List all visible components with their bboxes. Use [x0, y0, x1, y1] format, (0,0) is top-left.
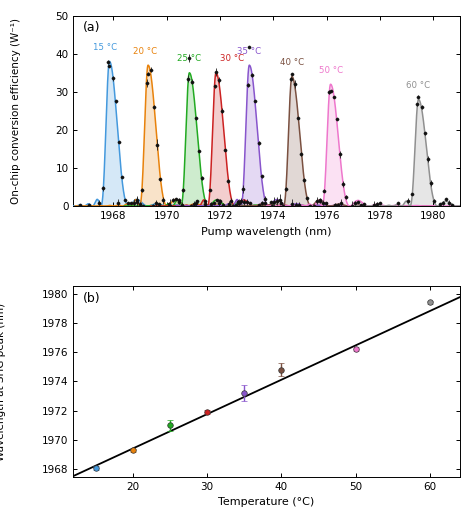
Text: (a): (a) — [83, 21, 100, 34]
Text: 40 °C: 40 °C — [280, 58, 304, 67]
Text: 20 °C: 20 °C — [133, 47, 157, 56]
X-axis label: Temperature (°C): Temperature (°C) — [219, 497, 315, 507]
X-axis label: Pump wavelength (nm): Pump wavelength (nm) — [201, 227, 332, 237]
Text: 60 °C: 60 °C — [406, 81, 430, 90]
Text: 35 °C: 35 °C — [237, 47, 261, 56]
Text: 25 °C: 25 °C — [177, 54, 201, 63]
Text: 50 °C: 50 °C — [319, 66, 343, 75]
Text: 15 °C: 15 °C — [93, 43, 118, 52]
Y-axis label: Wavelength at SHG peak (nm): Wavelength at SHG peak (nm) — [0, 302, 6, 461]
Y-axis label: On-chip conversion efficiency (W⁻¹): On-chip conversion efficiency (W⁻¹) — [11, 18, 21, 204]
Text: (b): (b) — [83, 292, 101, 305]
Text: 30 °C: 30 °C — [220, 54, 244, 63]
